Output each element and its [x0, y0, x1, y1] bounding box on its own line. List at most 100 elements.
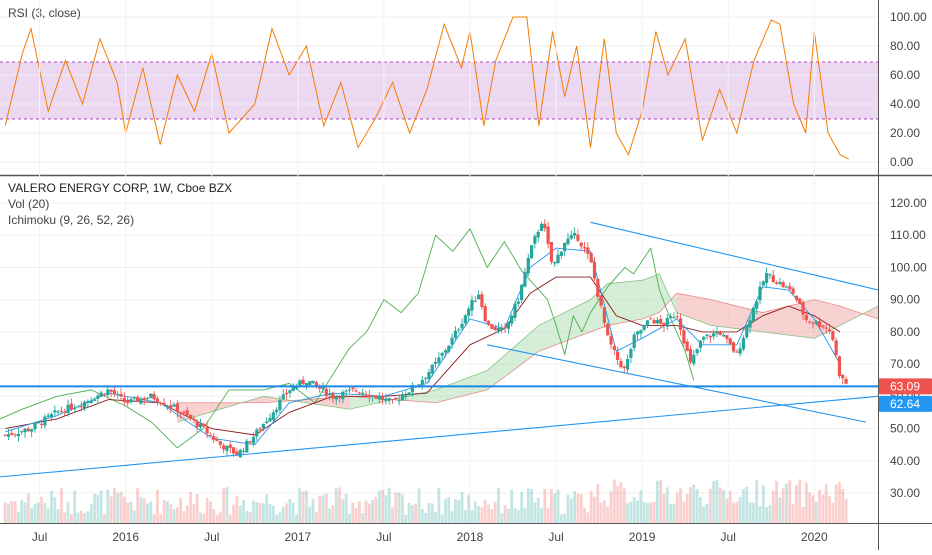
volume-bar [334, 488, 338, 523]
volume-bar [348, 513, 351, 523]
volume-bar [69, 514, 73, 523]
candle-body [139, 398, 143, 404]
candle-body [794, 295, 799, 300]
volume-bar [639, 490, 643, 523]
candle-body [202, 424, 206, 427]
candle-body [573, 232, 577, 236]
volume-bar [791, 503, 795, 523]
volume-bar [616, 485, 620, 523]
candle-body [728, 338, 732, 344]
candle-body [543, 223, 547, 229]
candle-body [599, 295, 603, 306]
candle-body [69, 403, 73, 410]
candle-body [586, 247, 590, 254]
volume-bar [218, 512, 222, 523]
cloud-segment [762, 299, 815, 339]
candle-body [437, 357, 441, 363]
rsi-tick-labels: 100.00 80.00 60.00 40.00 20.00 0.00 [890, 10, 927, 169]
volume-bar [619, 482, 623, 523]
price-tick-label: 90.00 [890, 293, 920, 307]
volume-bar [139, 496, 143, 523]
candle-body [493, 327, 497, 331]
volume-bar [391, 507, 394, 523]
volume-bar [232, 504, 236, 523]
volume-bar [725, 498, 729, 523]
candle-body [212, 436, 216, 440]
volume-bar [490, 509, 494, 523]
volume-bar [83, 513, 87, 523]
candle-body [616, 351, 620, 360]
candle-body [424, 377, 428, 379]
volume-bar [126, 502, 130, 523]
volume-bar [404, 514, 408, 523]
candle-body [271, 412, 275, 420]
volume-bar [189, 491, 192, 523]
volume-bar [838, 481, 841, 523]
volume-bar [788, 480, 792, 523]
candle-body [83, 401, 87, 409]
volume-bar [821, 494, 825, 523]
volume-bar [89, 503, 93, 523]
volume-bar [841, 488, 845, 523]
candle-body [546, 226, 550, 244]
volume-bar [43, 502, 47, 523]
volume-bar [119, 491, 123, 523]
volume-bar [351, 502, 355, 523]
volume-bar [593, 496, 596, 523]
volume-bar [331, 505, 335, 523]
candle-body [841, 374, 845, 379]
candle-body [314, 382, 318, 386]
volume-bar [384, 495, 388, 523]
volume-bar [503, 505, 507, 523]
volume-bar [526, 488, 530, 523]
candle-body [576, 234, 580, 241]
candle-body [768, 274, 772, 276]
trend-lines[interactable] [0, 221, 878, 478]
volume-bar [209, 501, 212, 523]
volume-bar [596, 484, 600, 523]
volume-bar [414, 503, 418, 523]
candle-body [361, 392, 365, 395]
candle-body [529, 245, 534, 259]
volume-bar [606, 506, 610, 523]
volume-bar [20, 499, 24, 523]
volume-bar [470, 510, 474, 523]
volume-bar [394, 492, 398, 523]
volume-bar [268, 503, 272, 523]
candle-body [450, 337, 454, 345]
rsi-tick-label: 40.00 [890, 97, 920, 111]
candle-body [149, 393, 153, 398]
candle-body [241, 450, 246, 452]
time-axis-labels: Jul 2016 Jul 2017 Jul 2018 Jul 2019 Jul 2020 [32, 530, 828, 544]
volume-bar [295, 514, 298, 523]
volume-bar [500, 513, 504, 523]
candle-body [371, 395, 375, 397]
candle-body [278, 400, 282, 410]
volume-bar [629, 501, 633, 523]
candle-body [533, 236, 537, 244]
volume-bar [765, 506, 769, 523]
candle-body [205, 427, 209, 434]
volume-bar [801, 506, 805, 523]
candle-body [526, 257, 530, 274]
candle-body [625, 359, 630, 370]
volume-bar [692, 484, 696, 523]
volume-bar [7, 503, 10, 523]
volume-bar [771, 490, 775, 523]
candle-body [765, 273, 769, 283]
candle-body [467, 308, 471, 316]
volume-bar [265, 494, 269, 523]
volume-bar [314, 512, 318, 523]
candle-body [685, 341, 689, 351]
candle-body [33, 423, 37, 430]
volume-bar [281, 506, 285, 523]
volume-bar [761, 485, 765, 523]
candle-body [612, 346, 616, 350]
candle-body [377, 396, 381, 400]
candle-body [145, 398, 150, 400]
rsi-tick-label: 60.00 [890, 68, 920, 82]
volume-bar [159, 514, 163, 523]
candle-body [331, 393, 335, 399]
volume-bar [440, 514, 444, 523]
